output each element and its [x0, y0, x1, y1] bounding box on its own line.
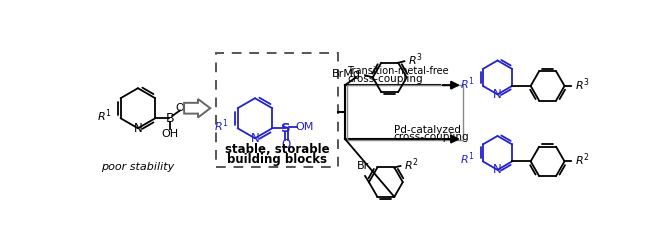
- Text: N: N: [250, 132, 259, 145]
- Text: cross-coupling: cross-coupling: [348, 74, 423, 84]
- Text: $R^1$: $R^1$: [213, 118, 228, 134]
- Text: Br: Br: [356, 161, 369, 171]
- Text: building blocks: building blocks: [227, 153, 327, 166]
- Text: B: B: [166, 112, 174, 125]
- Text: Pd-catalyzed: Pd-catalyzed: [394, 125, 460, 135]
- Text: O: O: [282, 138, 291, 151]
- Text: OH: OH: [175, 103, 193, 113]
- Text: N: N: [493, 88, 502, 101]
- Text: poor stability: poor stability: [101, 162, 174, 172]
- Text: cross-coupling: cross-coupling: [394, 133, 469, 142]
- Text: N: N: [134, 122, 142, 135]
- Polygon shape: [184, 99, 210, 117]
- Text: $R^1$: $R^1$: [460, 75, 475, 92]
- Bar: [217, 53, 338, 167]
- Text: $R^1$: $R^1$: [460, 151, 475, 167]
- Text: stable, storable: stable, storable: [225, 143, 329, 156]
- Text: $R^3$: $R^3$: [408, 51, 423, 68]
- Text: $R^2$: $R^2$: [574, 152, 589, 168]
- Text: Transition-metal-free: Transition-metal-free: [348, 66, 449, 76]
- Bar: [348, 85, 463, 140]
- Text: N: N: [493, 163, 502, 176]
- Text: S: S: [281, 122, 291, 135]
- Text: BrMg: BrMg: [332, 69, 361, 79]
- Text: OM: OM: [295, 122, 314, 132]
- Text: $R^3$: $R^3$: [574, 76, 589, 93]
- Text: OH: OH: [161, 129, 178, 139]
- Text: $R^2$: $R^2$: [405, 156, 419, 173]
- Text: $R^1$: $R^1$: [97, 108, 111, 124]
